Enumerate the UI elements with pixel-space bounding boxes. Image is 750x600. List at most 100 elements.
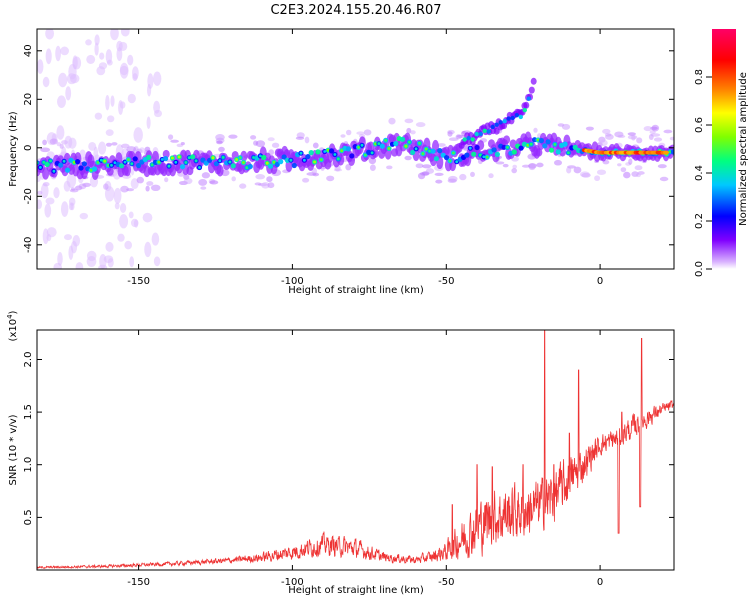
- heatmap-noise: [153, 256, 161, 267]
- heatmap-noise: [98, 264, 108, 269]
- heatmap-ridge-core: [562, 141, 568, 147]
- heatmap-ridge-core: [471, 151, 477, 157]
- heatmap-ridge-core: [428, 149, 432, 153]
- heatmap-branch-core: [498, 120, 503, 125]
- heatmap-ridge-core: [58, 162, 64, 168]
- heatmap-noise: [142, 212, 153, 223]
- heatmap-noise: [650, 133, 661, 137]
- heatmap-noise: [425, 168, 435, 174]
- heatmap-noise: [164, 177, 169, 183]
- heatmap-noise: [617, 134, 626, 138]
- heatmap-noise: [594, 175, 601, 182]
- heatmap-ridge-core: [572, 144, 578, 150]
- heatmap-ridge-core: [430, 148, 436, 154]
- heatmap-noise: [42, 76, 50, 88]
- heatmap-noise: [103, 183, 109, 190]
- heatmap-noise: [502, 163, 509, 168]
- heatmap-ridge-halo: [42, 167, 50, 180]
- heatmap-ridge-core: [299, 151, 303, 155]
- colorbar-ticks: 0.0 0.2 0.4 0.6 0.8: [694, 69, 712, 277]
- heatmap-noise: [620, 167, 627, 173]
- heatmap-noise: [553, 159, 563, 166]
- spectrogram-frame: [36, 28, 675, 270]
- heatmap-ridge-halo: [535, 148, 543, 157]
- heatmap-ridge-core: [491, 147, 497, 153]
- heatmap-ridge-core: [177, 155, 181, 159]
- heatmap-ridge-core: [333, 153, 337, 156]
- heatmap-ridge-halo: [162, 149, 170, 159]
- snr-plot-area: [37, 330, 674, 570]
- heatmap-noise: [495, 161, 505, 165]
- heatmap-noise: [133, 127, 143, 143]
- heatmap-noise: [511, 167, 518, 174]
- snr-y-multiplier-close: ): [8, 310, 19, 314]
- heatmap-ridge-core: [506, 146, 509, 149]
- heatmap-noise: [124, 240, 132, 250]
- heatmap-ridge-core: [349, 153, 355, 159]
- heatmap-ridge-core: [52, 169, 56, 173]
- heatmap-ridge-core: [184, 161, 188, 164]
- heatmap-noise: [657, 164, 667, 169]
- heatmap-ridge-core: [357, 145, 360, 149]
- snr-y-tick-label: 0.5: [23, 509, 34, 525]
- heatmap-noise: [94, 112, 103, 120]
- heatmap-noise: [53, 262, 62, 269]
- heatmap-ridge-core: [261, 154, 267, 161]
- heatmap-ridge-core: [360, 143, 364, 147]
- heatmap-ridge-core: [384, 138, 388, 142]
- heatmap-ridge-core: [62, 159, 66, 163]
- heatmap-ridge-core: [163, 156, 169, 162]
- heatmap-ridge-core: [536, 138, 540, 142]
- heatmap-noise: [228, 134, 238, 139]
- heatmap-noise: [136, 176, 144, 184]
- heatmap-ridge-core: [99, 158, 103, 162]
- heatmap-ridge-core: [78, 165, 84, 171]
- heatmap-ridge-core: [103, 159, 107, 163]
- figure-title: C2E3.2024.155.20.46.R07: [270, 3, 441, 18]
- heatmap-branch-core: [470, 137, 475, 142]
- heatmap-ridge-core: [542, 143, 548, 149]
- heatmap-noise: [75, 262, 84, 269]
- heatmap-noise: [216, 140, 223, 145]
- heatmap-noise: [68, 137, 77, 149]
- heatmap-ridge-core: [167, 164, 171, 168]
- heatmap-noise: [617, 163, 622, 167]
- heatmap-noise: [60, 46, 69, 56]
- heatmap-ridge-core: [404, 144, 408, 148]
- heatmap-noise: [566, 166, 572, 174]
- heatmap-noise: [447, 178, 457, 184]
- heatmap-noise: [448, 137, 459, 142]
- heatmap-ridge-core: [245, 166, 249, 170]
- heatmap-noise: [153, 71, 162, 86]
- heatmap-branch-core: [462, 137, 467, 142]
- heatmap-noise: [459, 173, 467, 181]
- heatmap-noise: [63, 180, 71, 192]
- heatmap-noise: [602, 128, 611, 134]
- heatmap-branch-core: [522, 107, 527, 113]
- heatmap-noise: [94, 34, 100, 46]
- heatmap-ridge-core: [408, 140, 411, 144]
- heatmap-ridge-core: [235, 158, 239, 161]
- heatmap-branch-core: [486, 129, 491, 134]
- heatmap-noise: [42, 228, 49, 245]
- heatmap-ridge-core: [548, 147, 555, 153]
- heatmap-ridge-core: [315, 149, 321, 155]
- heatmap-ridge-core: [323, 150, 327, 153]
- heatmap-noise: [146, 181, 154, 186]
- heatmap-noise: [635, 173, 641, 178]
- heatmap-ridge-core: [238, 156, 242, 160]
- heatmap-noise: [72, 56, 82, 70]
- heatmap-ridge-halo: [503, 135, 511, 145]
- heatmap-noise: [68, 245, 74, 260]
- heatmap-ridge-core: [171, 156, 174, 160]
- snr-ticks: -150 -100 -50 0 0.5 1.0 1.5 2.0: [23, 330, 674, 588]
- heatmap-ridge-halo: [216, 164, 224, 177]
- heatmap-noise: [488, 173, 494, 179]
- heatmap-ridge-core: [113, 161, 117, 165]
- heatmap-ridge-core: [49, 159, 52, 163]
- heatmap-ridge-core: [96, 161, 100, 164]
- snr-panel: -150 -100 -50 0 0.5 1.0 1.5 2.0 Height of strai…: [6, 310, 675, 596]
- heatmap-noise: [470, 171, 475, 178]
- heatmap-ridge-core: [106, 164, 110, 167]
